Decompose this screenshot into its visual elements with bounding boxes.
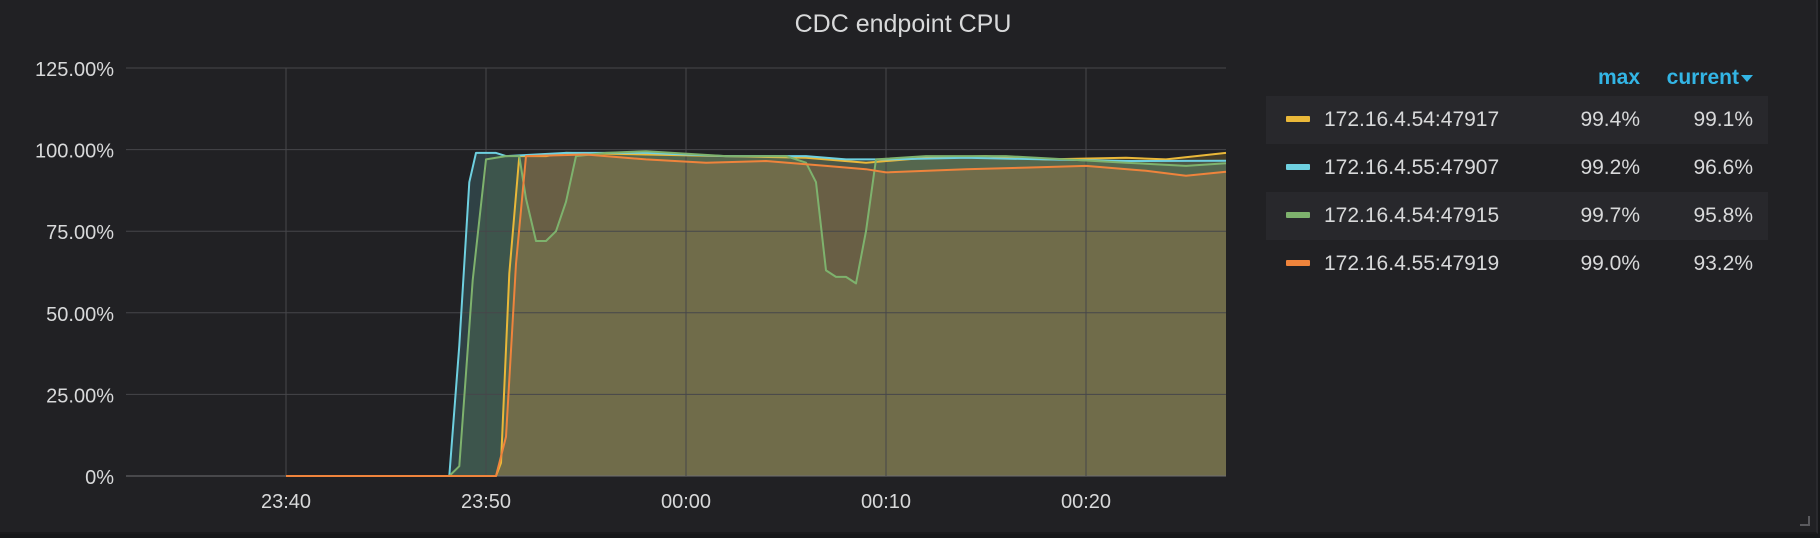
legend-header: max current: [1266, 62, 1768, 96]
legend-series-name[interactable]: 172.16.4.54:47917: [1324, 108, 1500, 131]
legend-current-value: 95.8%: [1693, 204, 1753, 227]
series-swatch-icon[interactable]: [1286, 164, 1310, 170]
legend-max-value: 99.7%: [1580, 204, 1640, 227]
legend: max current 172.16.4.54:47917 99.4% 99.1…: [1266, 62, 1768, 288]
legend-current-value: 93.2%: [1693, 252, 1753, 275]
grid-lines: [126, 67, 1226, 477]
y-axis-labels: 0% 25.00% 50.00% 75.00% 100.00% 125.00%: [35, 59, 114, 489]
x-tick-label: 00:10: [861, 491, 911, 513]
y-tick-label: 100.00%: [35, 141, 114, 163]
legend-row-series-1[interactable]: 172.16.4.55:47907 99.2% 96.6%: [1266, 144, 1768, 192]
legend-sort-current[interactable]: current: [1667, 66, 1753, 90]
legend-series-name[interactable]: 172.16.4.55:47919: [1324, 252, 1500, 275]
panel-resize-handle[interactable]: [1800, 516, 1810, 526]
legend-row-series-0[interactable]: 172.16.4.54:47917 99.4% 99.1%: [1266, 96, 1768, 144]
series-line-3: [286, 153, 1227, 477]
panel-title[interactable]: CDC endpoint CPU: [794, 10, 1012, 38]
legend-max-value: 99.2%: [1580, 156, 1640, 179]
y-tick-label: 0%: [85, 467, 114, 489]
series-line-1: [286, 151, 1227, 477]
x-tick-label: 00:00: [661, 491, 711, 513]
series-swatch-icon[interactable]: [1286, 116, 1310, 122]
legend-sort-max[interactable]: max: [1597, 66, 1640, 89]
legend-max-value: 99.0%: [1580, 252, 1640, 275]
legend-series-name[interactable]: 172.16.4.54:47915: [1324, 204, 1500, 227]
sort-caret-icon: [1741, 74, 1753, 82]
y-tick-label: 50.00%: [46, 304, 114, 326]
y-tick-label: 75.00%: [46, 222, 114, 244]
series-swatch-icon[interactable]: [1286, 260, 1310, 266]
series-area-3: [286, 154, 1226, 476]
x-tick-label: 00:20: [1061, 491, 1111, 513]
legend-current-label: current: [1666, 66, 1739, 89]
x-axis-labels: 23:40 23:50 00:00 00:10 00:20: [261, 491, 1111, 513]
legend-max-value: 99.4%: [1580, 108, 1640, 131]
y-tick-label: 25.00%: [46, 385, 114, 407]
legend-series-name[interactable]: 172.16.4.55:47907: [1324, 156, 1500, 179]
series-lines: [286, 150, 1227, 477]
series-area-0: [286, 152, 1226, 476]
series-area-1: [286, 152, 1226, 476]
legend-current-value: 96.6%: [1693, 156, 1753, 179]
x-tick-label: 23:40: [261, 491, 311, 513]
y-tick-label: 125.00%: [35, 59, 114, 81]
area-fills: [286, 151, 1226, 476]
x-tick-label: 23:50: [461, 491, 511, 513]
legend-current-value: 99.1%: [1693, 108, 1753, 131]
legend-row-series-3[interactable]: 172.16.4.55:47919 99.0% 93.2%: [1266, 240, 1768, 288]
cpu-chart[interactable]: 0% 25.00% 50.00% 75.00% 100.00% 125.00% 23:40…: [0, 0, 1240, 538]
legend-row-series-2[interactable]: 172.16.4.54:47915 99.7% 95.8%: [1266, 192, 1768, 240]
series-line-2: [286, 150, 1227, 477]
series-swatch-icon[interactable]: [1286, 212, 1310, 218]
